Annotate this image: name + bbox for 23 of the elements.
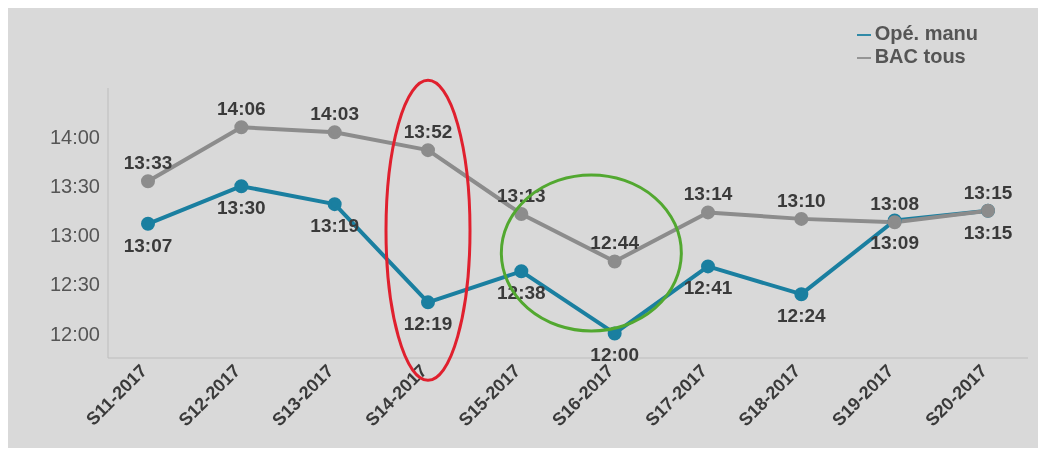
legend-label: BAC tous bbox=[874, 45, 966, 67]
data-label: 14:03 bbox=[310, 103, 359, 125]
data-label: 12:24 bbox=[777, 305, 827, 327]
data-label: 12:19 bbox=[403, 313, 453, 335]
data-label: 13:09 bbox=[870, 231, 919, 253]
data-label: 13:52 bbox=[403, 121, 453, 143]
data-label: 14:06 bbox=[217, 98, 266, 120]
data-label: 12:44 bbox=[590, 232, 640, 254]
data-label: 13:08 bbox=[870, 193, 919, 215]
data-label: 13:15 bbox=[963, 181, 1013, 203]
data-label: 13:15 bbox=[963, 221, 1013, 243]
y-tick-label: 14:00 bbox=[49, 126, 100, 149]
data-label: 13:14 bbox=[683, 183, 733, 205]
y-tick-label: 13:30 bbox=[49, 175, 100, 198]
y-tick-label: 13:00 bbox=[49, 224, 100, 247]
data-label: 13:10 bbox=[777, 189, 826, 211]
data-label: 13:07 bbox=[123, 234, 173, 256]
legend-label: Opé. manu bbox=[874, 22, 978, 44]
y-tick-label: 12:00 bbox=[49, 322, 100, 345]
data-label: 13:33 bbox=[123, 152, 173, 174]
data-label: 13:30 bbox=[217, 197, 266, 219]
data-label: 12:41 bbox=[683, 277, 733, 299]
y-tick-label: 12:30 bbox=[49, 273, 100, 296]
